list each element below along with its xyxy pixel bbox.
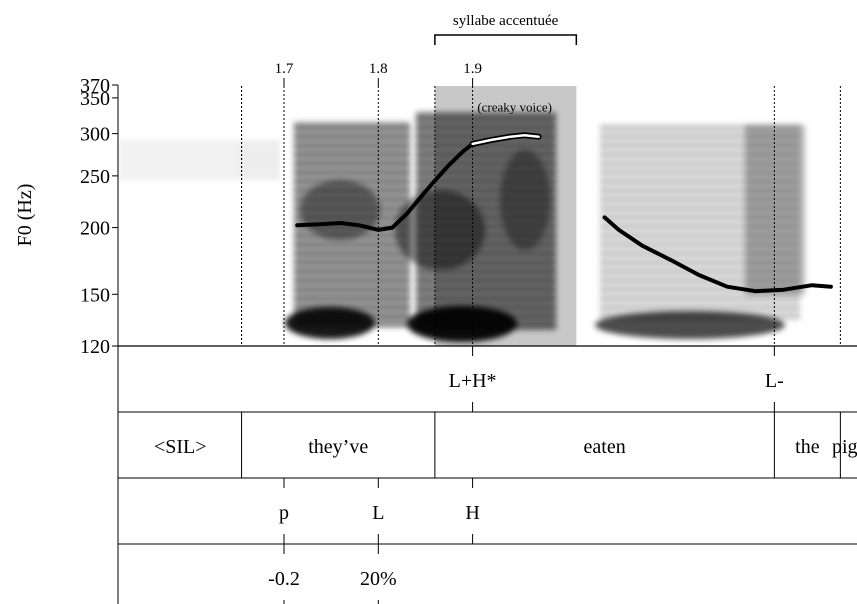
x-tick-label: 1.9 [463, 61, 482, 77]
f0-contour [295, 141, 475, 232]
targets-label: H [465, 502, 479, 524]
pitch-contours [295, 132, 833, 294]
time-axis-ticks: 1.7 1.8 1.9 [275, 61, 482, 86]
word-label: pigs [832, 436, 857, 458]
y-tick-label: 300 [80, 124, 110, 146]
boundary-lines [241, 86, 841, 346]
y-tick-label: 250 [80, 166, 110, 188]
alignment-label: 20% [360, 568, 397, 590]
word-label: the [795, 436, 820, 458]
y-tick-label: 150 [80, 284, 110, 306]
annotation-tiers: L+H* L- <SIL> they’ve eaten thepigs p L H -0.2 20% [154, 346, 857, 604]
word-label: <SIL> [154, 436, 207, 458]
y-axis-label: F0 (Hz) [14, 184, 36, 247]
y-tick-label: 350 [80, 88, 110, 110]
x-tick-label: 1.8 [369, 61, 388, 77]
y-tick-label: 120 [80, 336, 110, 358]
word-label: they’ve [308, 436, 368, 458]
targets-label: L [372, 502, 384, 524]
f0-contour [602, 215, 833, 294]
y-tick-label: 370 [80, 75, 110, 97]
stressed-syllable-bracket: syllabe accentuée [434, 13, 578, 45]
x-tick-label: 1.7 [275, 61, 294, 77]
bracket-line [434, 34, 578, 45]
targets-label: p [279, 502, 289, 524]
y-tick-label: 200 [80, 218, 110, 240]
annotations: (creaky voice) [477, 100, 552, 115]
bracket-label: syllabe accentuée [453, 13, 559, 29]
word-label: eaten [584, 436, 626, 458]
alignment-label: -0.2 [268, 568, 300, 590]
creaky-contour [471, 133, 540, 146]
creaky-voice-annotation: (creaky voice) [477, 100, 552, 115]
spectrogram [118, 112, 805, 342]
tones-label: L- [765, 370, 784, 392]
tones-label: L+H* [449, 370, 497, 392]
